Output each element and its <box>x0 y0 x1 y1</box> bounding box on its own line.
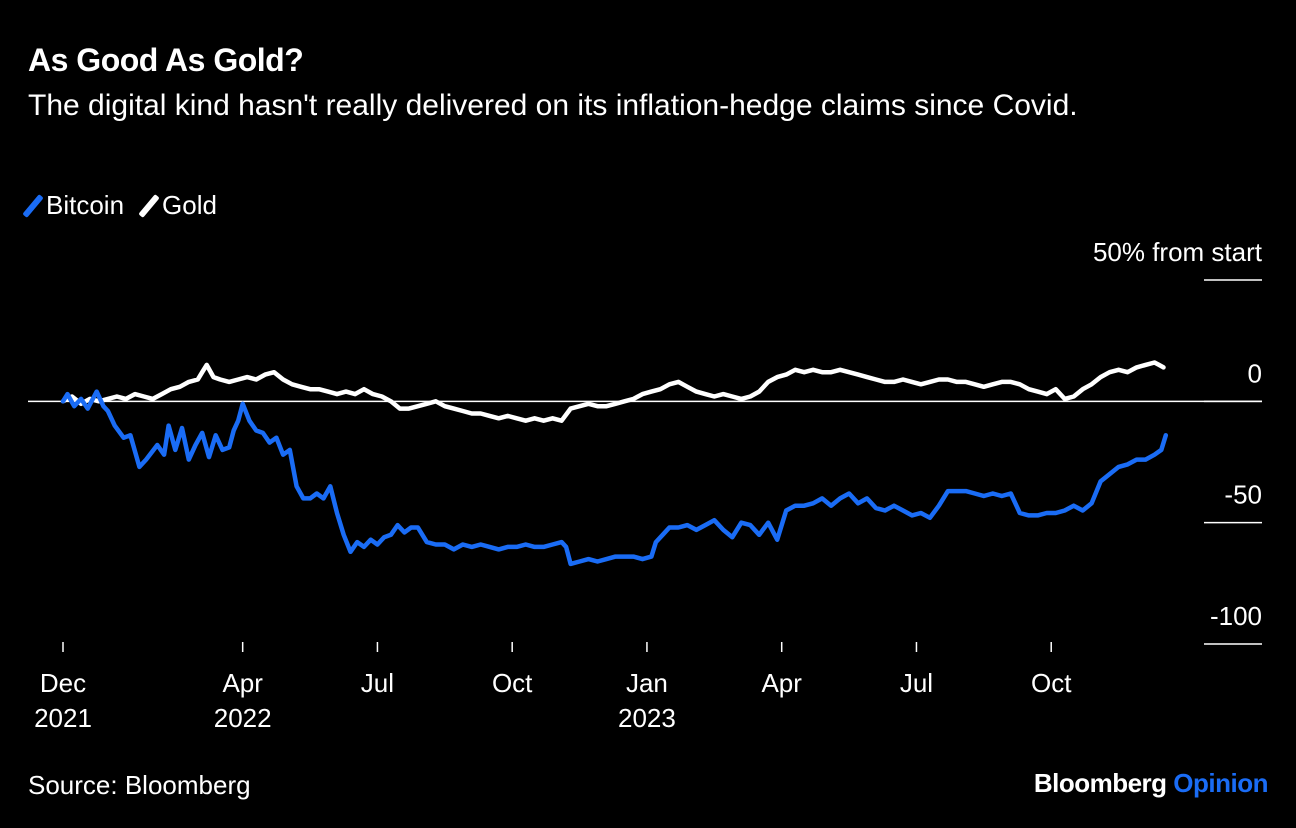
x-tick-label: Oct <box>1031 668 1072 698</box>
y-tick-label: -100 <box>1210 601 1262 631</box>
x-tick-label: Oct <box>492 668 533 698</box>
legend-item-bitcoin: Bitcoin <box>22 190 125 221</box>
series-line-gold <box>60 360 1166 423</box>
legend: Bitcoin Gold <box>22 190 217 221</box>
x-tick-year-label: 2021 <box>34 703 92 733</box>
x-tick-label: Dec <box>40 668 86 698</box>
series-line-bitcoin <box>60 389 1169 567</box>
y-tick-label: -50 <box>1224 480 1262 510</box>
x-tick-label: Jul <box>361 668 394 698</box>
legend-item-gold: Gold <box>138 190 217 221</box>
chart-title: As Good As Gold? <box>28 42 304 78</box>
brand-logo: Bloomberg Opinion <box>1033 768 1269 799</box>
brand-accent: Opinion <box>1173 768 1268 798</box>
x-tick-year-label: 2022 <box>214 703 272 733</box>
legend-label-gold: Gold <box>162 190 217 220</box>
legend-label-bitcoin: Bitcoin <box>46 190 125 220</box>
x-tick-label: Apr <box>761 668 802 698</box>
y-tick-label: 0 <box>1248 358 1262 388</box>
x-tick-label: Jan <box>626 668 668 698</box>
source-note: Source: Bloomberg <box>28 770 251 800</box>
x-tick-year-label: 2023 <box>618 703 676 733</box>
x-tick-label: Apr <box>222 668 263 698</box>
chart-subtitle: The digital kind hasn't really delivered… <box>28 89 1078 122</box>
x-tick-label: Jul <box>900 668 933 698</box>
brand-main: Bloomberg <box>1033 768 1167 798</box>
y-tick-label: 50% from start <box>1093 237 1263 267</box>
